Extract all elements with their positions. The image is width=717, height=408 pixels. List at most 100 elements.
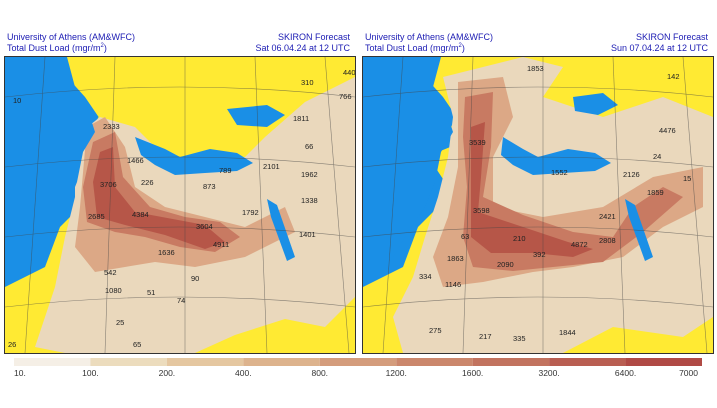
map-svg: 10 310 440 766 2333 1811 66 1466 789 2101 1962 3706… [5,57,355,353]
dust-value-label: 2808 [599,236,616,245]
dust-value-label: 90 [191,274,199,283]
sea-mediterranean [501,137,611,175]
dust-value-label: 217 [479,332,492,341]
colorbar-tick-label: 400. [235,368,252,378]
dust-value-label: 335 [513,334,526,343]
dust-area-peak [93,147,225,249]
dust-value-label: 334 [419,272,432,281]
dust-value-label: 1552 [551,168,568,177]
dust-value-label: 3598 [473,206,490,215]
dust-value-label: 789 [219,166,232,175]
dust-value-label: 25 [116,318,124,327]
dust-value-label: 66 [305,142,313,151]
sea-black [227,105,285,127]
colorbar-swatch [319,358,397,366]
colorbar-tick-label: 800. [312,368,329,378]
sea-atlantic [5,57,95,272]
dust-value-label: 26 [8,340,16,349]
dust-value-label: 74 [177,296,185,305]
colorbar-swatch [90,358,167,366]
dust-value-label: 4872 [571,240,588,249]
dust-value-label: 1146 [445,280,461,289]
map-svg: 1853 142 3539 4476 24 2126 15 1552 1859 3598 2421 6… [363,57,713,353]
dust-value-label: 226 [141,178,154,187]
dust-value-label: 210 [513,234,526,243]
dust-map: 1853 142 3539 4476 24 2126 15 1552 1859 3598 2421 6… [362,56,714,354]
colorbar-tick-label: 1200. [386,368,407,378]
panel-header: University of Athens (AM&WFC) Total Dust… [362,0,714,56]
dust-value-label: 1853 [527,64,544,73]
variable-label: Total Dust Load (mgr/m2) [7,43,107,53]
dust-value-label: 1962 [301,170,318,179]
sea-mediterranean [135,137,253,175]
dust-map: 10 310 440 766 2333 1811 66 1466 789 2101 1962 3706… [4,56,356,354]
forecast-panel-left: University of Athens (AM&WFC) Total Dust… [4,0,356,360]
sea-red [267,199,295,261]
dust-value-label: 1401 [299,230,316,239]
colorbar-tick-label: 7000 [679,368,698,378]
dust-value-label: 440 [343,68,355,77]
dust-value-label: 4476 [659,126,676,135]
model-label: SKIRON Forecast [277,32,350,42]
colorbar-tick-label: 6400. [615,368,636,378]
dust-value-label: 2685 [88,212,105,221]
dust-value-label: 873 [203,182,216,191]
sea-black [573,93,618,115]
sea-red [625,199,653,261]
source-label: University of Athens (AM&WFC) [365,32,494,42]
dust-labels: 1853 142 3539 4476 24 2126 15 1552 1859 3598 2421 6… [419,64,691,343]
dust-value-label: 10 [13,96,21,105]
panel-header: University of Athens (AM&WFC) Total Dust… [4,0,356,56]
colorbar-tick-label: 1600. [462,368,483,378]
forecast-panel-right: University of Athens (AM&WFC) Total Dust… [362,0,714,360]
colorbar-tick-label: 3200. [538,368,559,378]
dust-value-label: 63 [461,232,469,241]
colorbar-swatch [166,358,244,366]
dust-value-label: 542 [104,268,117,277]
colorbar-tick-label: 200. [159,368,176,378]
dust-value-label: 4911 [213,240,229,249]
variable-label: Total Dust Load (mgr/m2) [365,43,465,53]
dust-value-label: 1338 [301,196,318,205]
colorbar-swatch [14,358,91,366]
dust-value-label: 1466 [127,156,144,165]
dust-value-label: 51 [147,288,155,297]
source-label: University of Athens (AM&WFC) [7,32,136,42]
valid-time-label: Sat 06.04.24 at 12 UTC [255,43,350,53]
colorbar-tick-label: 10. [14,368,26,378]
colorbar-tick-label: 100. [82,368,99,378]
dust-value-label: 4384 [132,210,149,219]
dust-value-label: 1811 [293,114,309,123]
dust-value-label: 392 [533,250,546,259]
colorbar-swatch [243,358,320,366]
dust-labels: 10 310 440 766 2333 1811 66 1466 789 2101 1962 3706… [8,68,355,349]
colorbar-swatch [472,358,550,366]
dust-value-label: 15 [683,174,691,183]
dust-value-label: 2333 [103,122,120,131]
colorbar-svg: 10. 100. 200. 400. 800. 1200. 1600. 3200. 6400. 7… [14,358,702,378]
dust-value-label: 1636 [158,248,175,257]
sea-atlantic [363,57,453,272]
dust-value-label: 3706 [100,180,117,189]
dust-value-label: 275 [429,326,442,335]
valid-time-label: Sun 07.04.24 at 12 UTC [610,43,708,53]
model-label: SKIRON Forecast [635,32,708,42]
graticule [5,57,355,353]
dust-value-label: 3539 [469,138,486,147]
dust-value-label: 24 [653,152,661,161]
dust-value-label: 3604 [196,222,213,231]
dust-value-label: 1863 [447,254,464,263]
dust-value-label: 65 [133,340,141,349]
colorbar: 10. 100. 200. 400. 800. 1200. 1600. 3200. 6400. 7… [4,356,712,403]
colorbar-swatch [625,358,702,366]
colorbar-swatch [549,358,626,366]
dust-value-label: 1859 [647,188,664,197]
dust-value-label: 1792 [242,208,259,217]
dust-value-label: 1080 [105,286,122,295]
graticule [363,57,713,353]
dust-area-peak [471,122,593,257]
dust-value-label: 2421 [599,212,616,221]
dust-value-label: 2126 [623,170,640,179]
dust-value-label: 142 [667,72,680,81]
dust-value-label: 2090 [497,260,514,269]
